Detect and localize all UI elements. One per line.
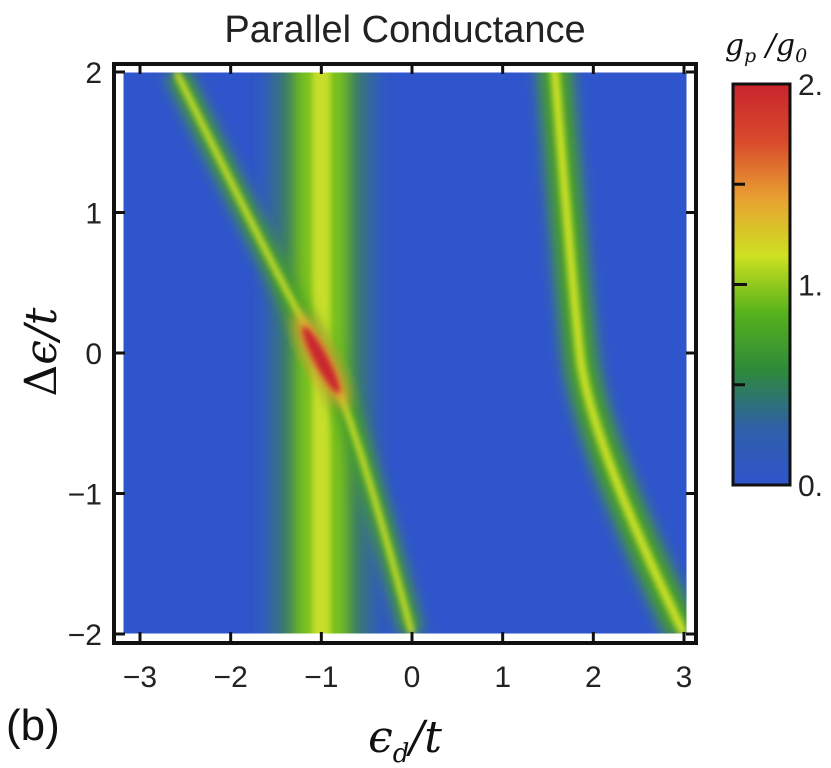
right-curve [550,72,687,634]
colorbar: gp /g0 0. 1. 2. [725,28,823,503]
x-tick-label: −1 [304,661,338,694]
chart-title: Parallel Conductance [224,9,585,51]
x-tick-label: 1 [494,661,511,694]
colorbar-label-g: g [725,28,744,63]
y-axis-label-eps: ϵ/t [16,307,67,364]
colorbar-label-zero: 0 [795,45,807,67]
colorbar-label-p: p [744,45,756,67]
x-axis-label-rest: /t [405,712,442,763]
y-tick-label: 2 [85,57,102,90]
colorbar-label-slash: /g [756,28,795,63]
y-axis-label: Δϵ/t [16,307,67,396]
hotspot-peak [302,326,341,394]
y-tick-label: −2 [68,619,102,652]
x-axis-label-eps: ϵ [368,712,393,763]
x-tick-label: 3 [676,661,693,694]
x-tick-label: −2 [214,661,248,694]
y-axis-label-delta: Δ [16,365,67,397]
x-axis-label: ϵd/t [368,712,442,768]
x-tick-label: 2 [585,661,602,694]
colorbar-tick-label: 1. [798,270,823,303]
colorbar-tick-label: 0. [798,470,823,503]
panel-label: (b) [6,701,60,750]
x-axis-label-sub: d [393,739,410,768]
y-tick-label: 1 [85,198,102,231]
heatmap [123,72,687,634]
colorbar-label: gp /g0 [725,28,807,67]
x-tick-label: 0 [404,661,421,694]
y-tick-label: 0 [85,338,102,371]
x-tick-label: −3 [123,661,157,694]
y-tick-label: −1 [68,479,102,512]
colorbar-tick-label: 2. [798,69,823,102]
axis-ticks: −3 −2 −1 0 1 2 3 −2 −1 0 1 2 [68,57,696,694]
